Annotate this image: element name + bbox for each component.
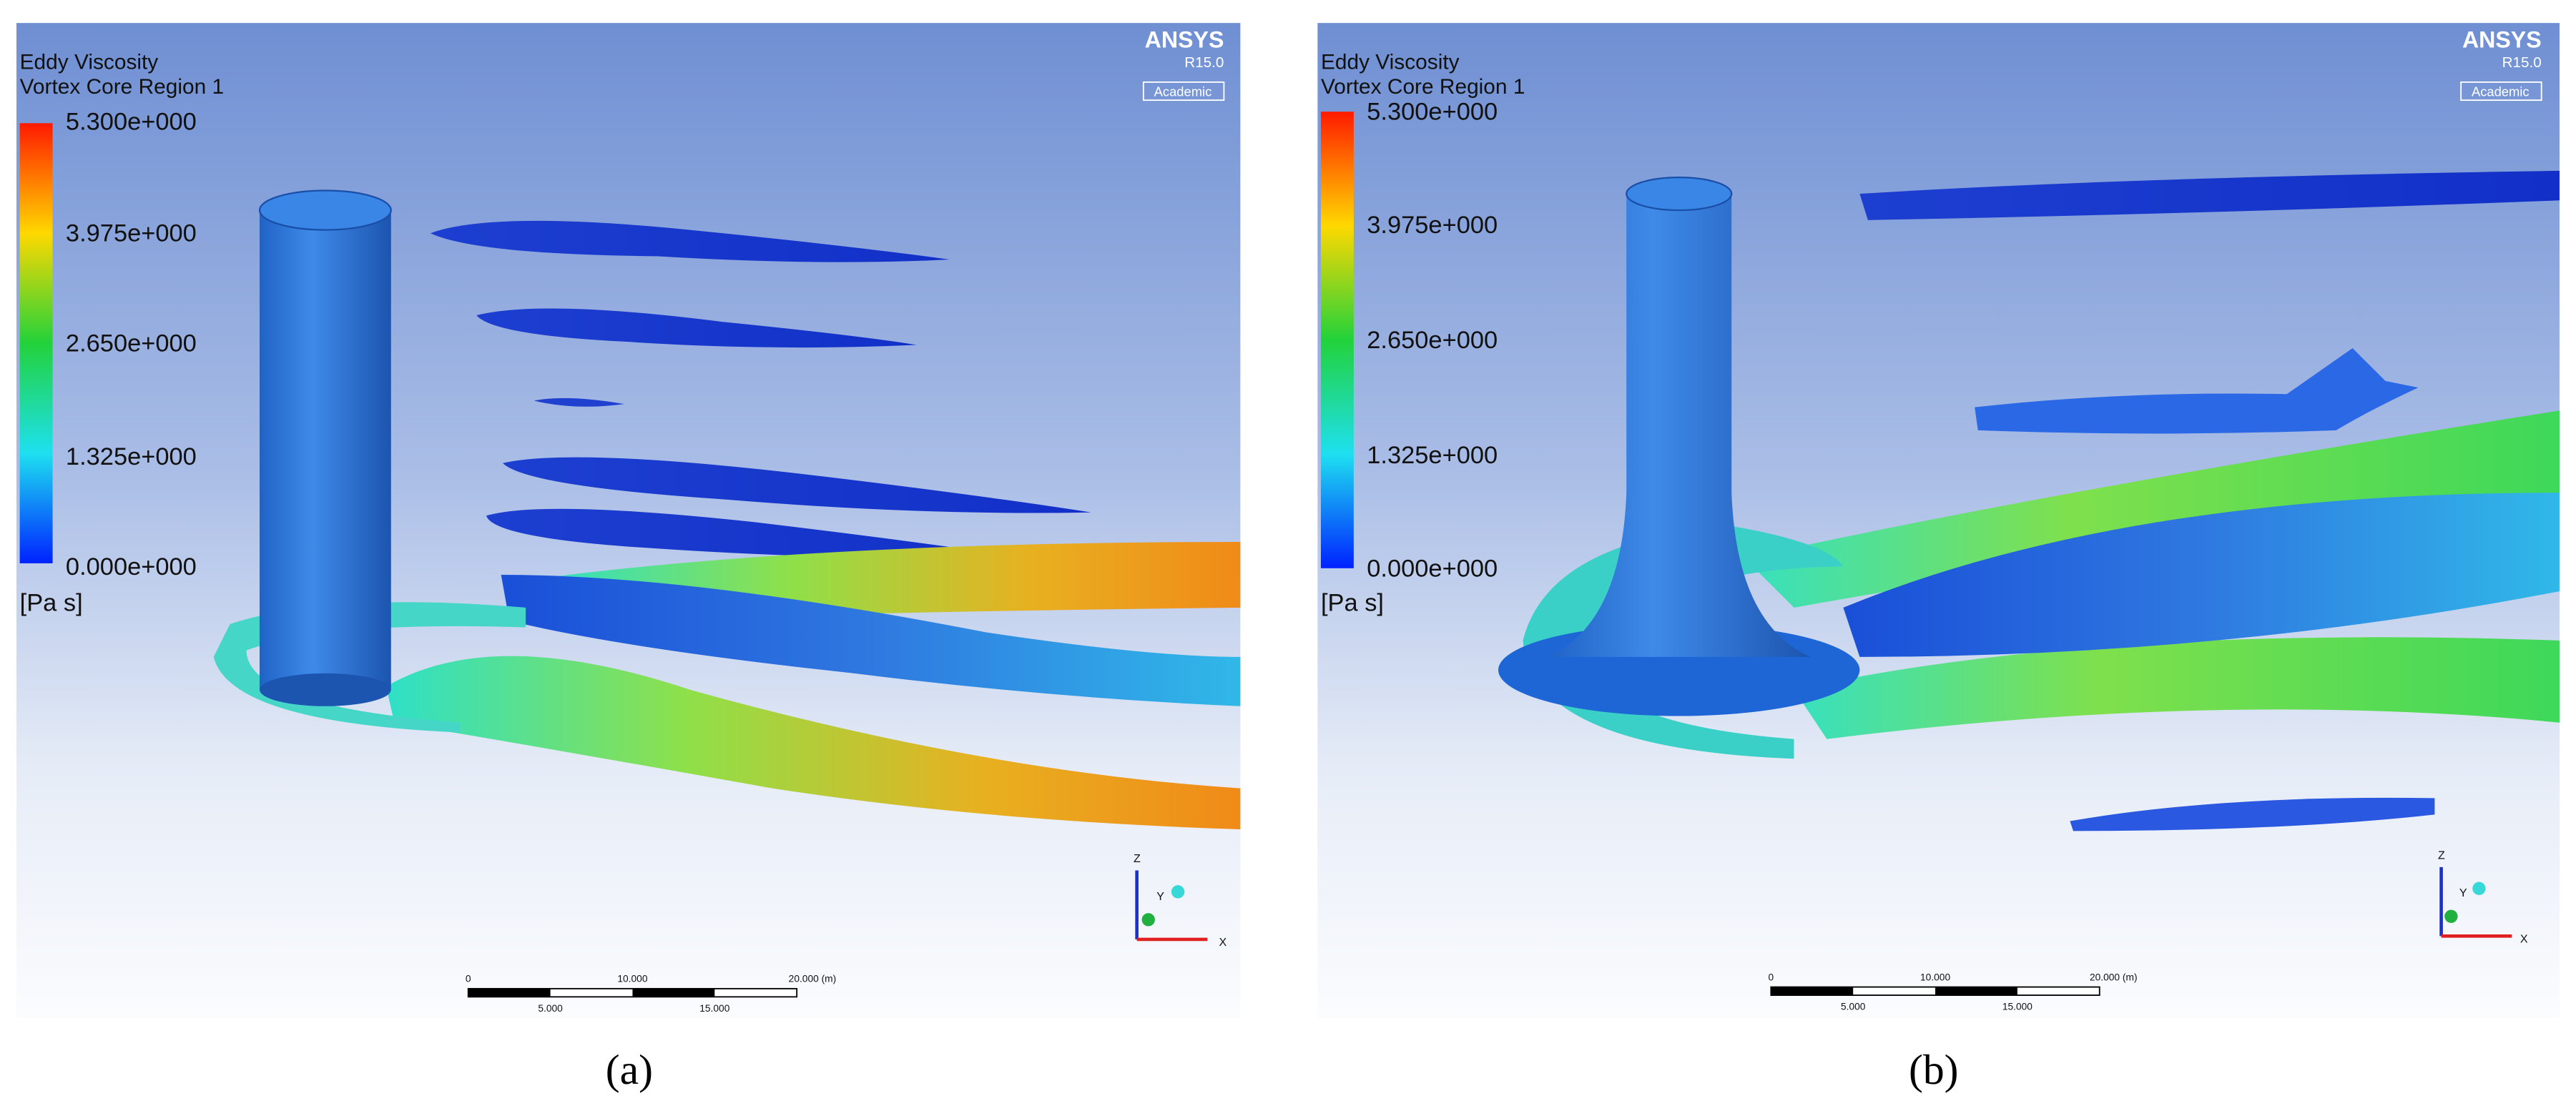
scale-label: 20.000 (m) [2090,972,2138,982]
scale-label: 15.000 [699,1003,729,1014]
vortex-tube [1794,637,2560,739]
caption: (a) [606,1046,653,1093]
scale-segment [1771,987,1854,996]
vortex-fragment [1975,347,2419,434]
vortex-streak [534,398,624,407]
colorbar [1320,112,1354,568]
axis-label: Y [1156,890,1164,903]
brand-box [2460,81,2542,102]
legend-title: Eddy Viscosity [1321,50,1460,74]
brand-name: ANSYS [1145,27,1224,53]
axis-label: X [1219,936,1227,949]
vortex-streak [486,508,1006,558]
colorbar [19,123,53,563]
axis-y [2444,909,2458,923]
colorbar-tick: 5.300e+000 [1367,99,1498,126]
scale-label: 5.000 [538,1003,563,1014]
pier-base [260,673,391,706]
axis-label: Z [2438,849,2445,861]
brand-version: R15.0 [2502,54,2542,71]
scale-segment [632,988,715,997]
scale-segment [468,988,551,997]
axis-label: Y [2459,887,2467,899]
brand-license: Academic [1154,84,1212,99]
legend-subtitle: Vortex Core Region 1 [20,75,225,99]
scale-label: 0 [466,974,471,984]
scale-label: 10.000 [617,974,647,984]
colorbar-tick: 0.000e+000 [66,553,197,581]
colorbar-tick: 1.325e+000 [66,443,197,470]
colorbar-tick: 2.650e+000 [66,330,197,357]
scale-label: 0 [1769,972,1774,982]
scale-label: 5.000 [1841,1002,1866,1012]
vortex-tube [1843,493,2560,657]
brand-version: R15.0 [1184,54,1224,71]
pier [260,210,391,690]
colorbar-unit: [Pa s] [20,590,83,617]
panel-a: Eddy Viscosity Vortex Core Region 1 5.30… [16,23,1241,1093]
colorbar-tick: 2.650e+000 [1367,327,1498,354]
panel-b: Eddy Viscosity Vortex Core Region 1 5.30… [1317,23,2560,1093]
vortex-tube [1744,410,2560,608]
axis-label: X [2520,933,2528,946]
legend-subtitle: Vortex Core Region 1 [1321,75,1525,99]
brand-box [1142,81,1225,102]
scale-label: 15.000 [2002,1002,2032,1012]
vortex-fragment [2070,797,2435,831]
vortex-tube [385,656,1241,830]
axis-label: Z [1134,852,1141,865]
legend-title: Eddy Viscosity [20,50,159,74]
vortex-streak [502,457,1091,513]
colorbar-tick: 0.000e+000 [1367,555,1498,582]
vortex-streak [476,308,917,348]
vortex-tube [501,574,1241,706]
pier-top [258,189,392,231]
scale-segment [1935,987,2017,996]
brand-name: ANSYS [2462,27,2542,53]
scale-label: 10.000 [1920,972,1950,982]
pier [1547,194,1811,657]
brand-license: Academic [2472,84,2530,99]
vortex-streak [1859,170,2560,220]
vortex-streak [430,220,950,262]
pier-top [1626,176,1733,212]
colorbar-unit: [Pa s] [1321,590,1384,617]
axis-marker [2472,882,2486,895]
scale-label: 20.000 (m) [789,974,837,984]
caption: (b) [1909,1046,1959,1093]
axis-y [1141,913,1155,927]
colorbar-tick: 3.975e+000 [1367,212,1498,239]
colorbar-tick: 5.300e+000 [66,108,197,135]
colorbar-tick: 1.325e+000 [1367,442,1498,469]
colorbar-tick: 3.975e+000 [66,220,197,247]
axis-marker [1171,885,1185,899]
